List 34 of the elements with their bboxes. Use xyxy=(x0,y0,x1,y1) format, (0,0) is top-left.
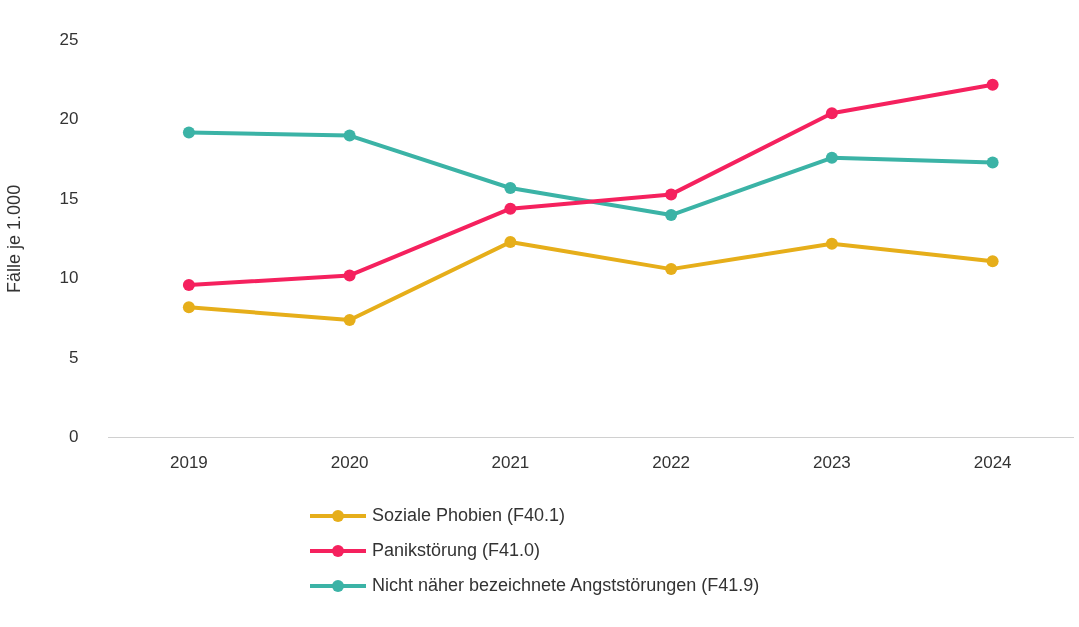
point xyxy=(986,255,999,268)
point xyxy=(343,129,356,142)
legend-label: Soziale Phobien (F40.1) xyxy=(372,505,566,526)
point xyxy=(182,279,195,291)
point xyxy=(182,126,195,139)
x-tick-label: 2023 xyxy=(812,453,851,473)
point xyxy=(504,236,517,249)
point xyxy=(343,269,356,282)
point xyxy=(504,182,517,195)
y-axis-title: Fälle je 1.000 xyxy=(3,184,24,293)
x-tick-label: 2022 xyxy=(652,453,691,473)
point xyxy=(986,78,999,91)
x-tick-label: 2024 xyxy=(973,453,1012,473)
x-tick-label: 2019 xyxy=(169,453,208,473)
point xyxy=(825,237,838,250)
y-tick-label: 5 xyxy=(69,347,79,367)
legend-label: Panikstörung (F41.0) xyxy=(372,540,541,561)
point xyxy=(504,202,517,215)
y-tick-label: 15 xyxy=(59,188,79,208)
point xyxy=(343,313,356,326)
y-tick-label: 25 xyxy=(59,29,79,49)
point xyxy=(182,301,195,314)
point xyxy=(986,156,999,169)
point xyxy=(825,107,838,120)
y-tick-label: 10 xyxy=(59,268,79,288)
point xyxy=(665,263,678,276)
point xyxy=(665,209,678,222)
y-tick-label: 20 xyxy=(59,109,79,129)
y-tick-label: 0 xyxy=(69,427,79,447)
legend-label: Nicht näher bezeichnete Angststörungen (F41.9) xyxy=(372,575,760,596)
x-tick-label: 2020 xyxy=(330,453,369,473)
x-tick-label: 2021 xyxy=(491,453,530,473)
point xyxy=(825,151,838,164)
point xyxy=(665,188,678,201)
